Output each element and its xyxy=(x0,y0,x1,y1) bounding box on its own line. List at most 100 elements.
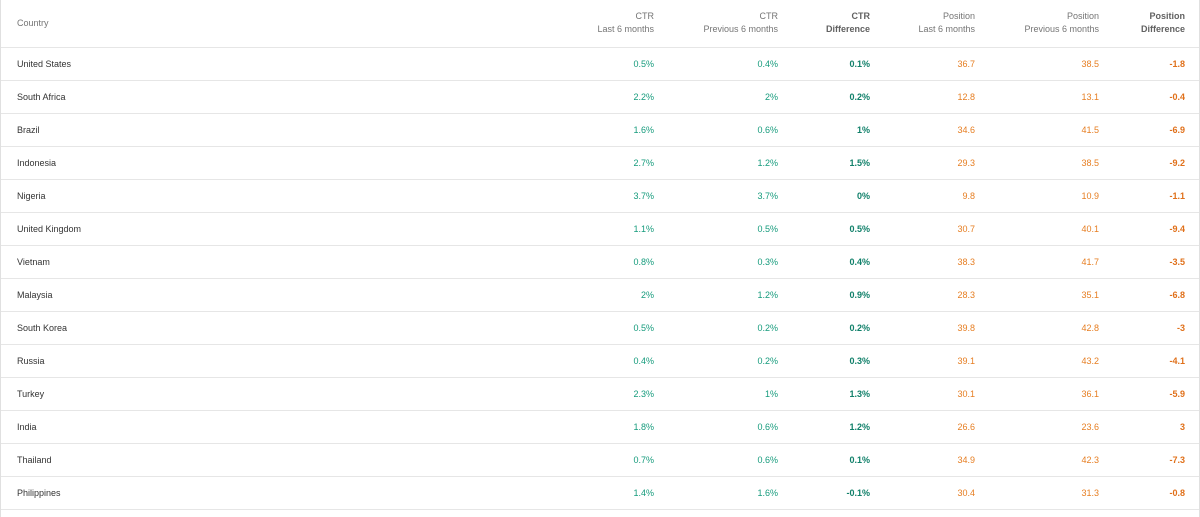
cell-ctr-difference: 0.9% xyxy=(778,278,870,312)
header-sublabel: Last 6 months xyxy=(918,24,975,35)
cell-ctr-last: 0.5% xyxy=(451,311,654,345)
table-row[interactable]: South Africa 2.2% 2% 0.2% 12.8 13.1 -0.4 xyxy=(1,80,1199,114)
cell-position-last: 29.3 xyxy=(870,146,975,180)
cell-position-previous: 23.6 xyxy=(975,410,1099,444)
cell-position-last: 34.9 xyxy=(870,443,975,477)
cell-position-previous: 10.9 xyxy=(975,179,1099,213)
cell-ctr-last: 2.2% xyxy=(451,80,654,114)
cell-position-previous: 35.1 xyxy=(975,278,1099,312)
cell-country: South Africa xyxy=(1,80,451,114)
cell-position-difference: -0.8 xyxy=(1099,476,1199,510)
cell-position-last: 30.4 xyxy=(870,476,975,510)
cell-position-difference: -3.5 xyxy=(1099,245,1199,279)
cell-position-last: 26.6 xyxy=(870,410,975,444)
cell-country: Vietnam xyxy=(1,245,451,279)
table-row[interactable]: Malaysia 2% 1.2% 0.9% 28.3 35.1 -6.8 xyxy=(1,278,1199,312)
cell-ctr-last: 1.8% xyxy=(451,410,654,444)
column-header-ctr-difference[interactable]: CTR Difference xyxy=(778,0,871,48)
cell-ctr-difference: 0.2% xyxy=(778,80,870,114)
cell-ctr-last: 0.8% xyxy=(451,245,654,279)
table-row[interactable]: Thailand 0.7% 0.6% 0.1% 34.9 42.3 -7.3 xyxy=(1,443,1199,477)
table-row[interactable]: United States 0.5% 0.4% 0.1% 36.7 38.5 -1.8 xyxy=(1,47,1199,81)
cell-position-last: 34.6 xyxy=(870,113,975,147)
cell-ctr-previous: 0.2% xyxy=(654,311,778,345)
cell-ctr-previous: 1% xyxy=(654,377,778,411)
header-sublabel: Previous 6 months xyxy=(703,24,778,35)
header-label: Position xyxy=(1066,11,1099,22)
cell-country: Brazil xyxy=(1,113,451,147)
column-header-position-previous[interactable]: Position Previous 6 months xyxy=(975,0,1099,48)
column-header-position-last[interactable]: Position Last 6 months xyxy=(870,0,975,48)
cell-country: Philippines xyxy=(1,476,451,510)
cell-ctr-difference: 0.1% xyxy=(778,443,870,477)
cell-ctr-difference: 0.4% xyxy=(778,245,870,279)
cell-country: Thailand xyxy=(1,443,451,477)
cell-country: Indonesia xyxy=(1,146,451,180)
cell-ctr-last: 1.6% xyxy=(451,113,654,147)
cell-position-previous: 40.1 xyxy=(975,212,1099,246)
cell-ctr-previous: 0.6% xyxy=(654,410,778,444)
cell-position-difference: -7.3 xyxy=(1099,443,1199,477)
column-header-position-difference[interactable]: Position Difference xyxy=(1099,0,1199,48)
cell-country: United Kingdom xyxy=(1,212,451,246)
table-row[interactable]: South Korea 0.5% 0.2% 0.2% 39.8 42.8 -3 xyxy=(1,311,1199,345)
column-header-ctr-previous[interactable]: CTR Previous 6 months xyxy=(654,0,779,48)
cell-position-last: 39.1 xyxy=(870,344,975,378)
cell-country: Nigeria xyxy=(1,179,451,213)
header-label: CTR xyxy=(635,11,655,22)
table-row[interactable]: Philippines 1.4% 1.6% -0.1% 30.4 31.3 -0.8 xyxy=(1,476,1199,510)
header-sublabel: Difference xyxy=(1140,24,1185,35)
table-row[interactable]: Vietnam 0.8% 0.3% 0.4% 38.3 41.7 -3.5 xyxy=(1,245,1199,279)
cell-position-difference: 3 xyxy=(1099,410,1199,444)
cell-ctr-difference: 0.3% xyxy=(778,344,870,378)
column-header-ctr-last[interactable]: CTR Last 6 months xyxy=(451,0,655,48)
header-label: CTR xyxy=(759,11,779,22)
table-row[interactable]: Indonesia 2.7% 1.2% 1.5% 29.3 38.5 -9.2 xyxy=(1,146,1199,180)
table-row[interactable]: Russia 0.4% 0.2% 0.3% 39.1 43.2 -4.1 xyxy=(1,344,1199,378)
cell-position-previous: 42.8 xyxy=(975,311,1099,345)
cell-position-last: 12.8 xyxy=(870,80,975,114)
cell-ctr-difference: 1.2% xyxy=(778,410,870,444)
cell-country: India xyxy=(1,410,451,444)
cell-ctr-previous: 0.2% xyxy=(654,344,778,378)
cell-position-previous: 42.3 xyxy=(975,443,1099,477)
cell-ctr-previous: 1.2% xyxy=(654,278,778,312)
cell-ctr-last: 1.4% xyxy=(451,476,654,510)
cell-country: Russia xyxy=(1,344,451,378)
cell-ctr-last: 2% xyxy=(451,278,654,312)
cell-position-difference: -4.1 xyxy=(1099,344,1199,378)
cell-position-previous: 36.1 xyxy=(975,377,1099,411)
cell-ctr-last: 2.3% xyxy=(451,377,654,411)
cell-position-last: 39.8 xyxy=(870,311,975,345)
table-row[interactable]: Nigeria 3.7% 3.7% 0% 9.8 10.9 -1.1 xyxy=(1,179,1199,213)
cell-position-difference: -3 xyxy=(1099,311,1199,345)
table-row[interactable]: Turkey 2.3% 1% 1.3% 30.1 36.1 -5.9 xyxy=(1,377,1199,411)
cell-ctr-previous: 1.2% xyxy=(654,146,778,180)
cell-position-last: 30.1 xyxy=(870,377,975,411)
cell-ctr-last: 0.5% xyxy=(451,47,654,81)
cell-country: Turkey xyxy=(1,377,451,411)
cell-ctr-previous: 3.7% xyxy=(654,179,778,213)
cell-ctr-difference: 0.1% xyxy=(778,47,870,81)
column-header-country[interactable]: Country xyxy=(1,0,451,48)
cell-position-difference: -6.8 xyxy=(1099,278,1199,312)
cell-position-last: 30.7 xyxy=(870,212,975,246)
cell-ctr-difference: -0.1% xyxy=(778,476,870,510)
cell-position-last: 38.3 xyxy=(870,245,975,279)
cell-ctr-previous: 2% xyxy=(654,80,778,114)
cell-position-difference: -9.2 xyxy=(1099,146,1199,180)
cell-ctr-difference: 1.3% xyxy=(778,377,870,411)
header-sublabel: Previous 6 months xyxy=(1024,24,1099,35)
cell-ctr-last: 0.7% xyxy=(451,443,654,477)
cell-position-difference: -9.4 xyxy=(1099,212,1199,246)
cell-ctr-difference: 1.5% xyxy=(778,146,870,180)
header-sublabel: Difference xyxy=(825,24,870,35)
header-sublabel: Last 6 months xyxy=(597,24,654,35)
table-row[interactable]: India 1.8% 0.6% 1.2% 26.6 23.6 3 xyxy=(1,410,1199,444)
header-label: CTR xyxy=(851,11,871,22)
table-row[interactable]: Brazil 1.6% 0.6% 1% 34.6 41.5 -6.9 xyxy=(1,113,1199,147)
table-row[interactable]: United Kingdom 1.1% 0.5% 0.5% 30.7 40.1 -9.4 xyxy=(1,212,1199,246)
cell-ctr-last: 2.7% xyxy=(451,146,654,180)
cell-position-last: 9.8 xyxy=(870,179,975,213)
